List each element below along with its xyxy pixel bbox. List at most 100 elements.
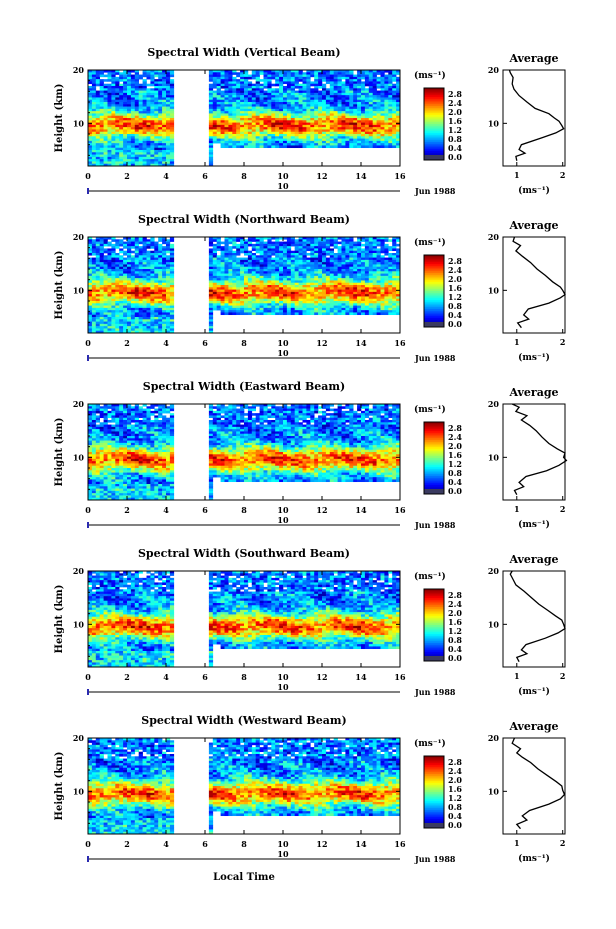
heat-cell <box>329 95 334 98</box>
heat-cell <box>294 81 299 85</box>
heat-cell <box>244 248 249 252</box>
heat-cell <box>146 243 151 247</box>
heat-cell <box>228 305 233 309</box>
heat-cell <box>368 74 373 78</box>
heat-cell <box>154 307 159 311</box>
heat-cell <box>329 76 334 80</box>
heat-cell <box>103 90 108 94</box>
heat-cell <box>302 140 307 144</box>
heat-cell <box>267 253 272 256</box>
heat-cell <box>392 108 397 112</box>
heat-cell <box>357 124 362 128</box>
heat-cell <box>127 145 132 149</box>
heat-cell <box>247 243 253 247</box>
heat-cell <box>162 301 167 304</box>
heat-cell <box>271 115 276 119</box>
heat-cell <box>302 138 307 142</box>
heat-cell <box>255 257 260 261</box>
heat-cell <box>322 273 327 277</box>
heat-cell <box>166 328 171 332</box>
heat-cell <box>154 102 159 105</box>
heat-cell <box>364 291 370 295</box>
heat-cell <box>388 140 393 144</box>
heat-cell <box>302 246 307 249</box>
heat-cell <box>99 154 104 158</box>
heat-cell <box>251 289 256 293</box>
heat-cell <box>396 140 401 144</box>
heat-cell <box>298 111 303 114</box>
heat-cell <box>169 285 175 288</box>
heat-cell <box>130 122 136 126</box>
heat-cell <box>298 143 303 146</box>
heat-cell <box>134 138 139 142</box>
heat-cell <box>298 298 303 302</box>
heat-cell <box>294 106 299 110</box>
heat-cell <box>154 159 159 162</box>
heat-cell <box>99 294 104 297</box>
heat-cell <box>95 305 100 309</box>
heat-cell <box>322 275 327 279</box>
heat-cell <box>115 303 120 306</box>
heat-cell <box>247 280 253 284</box>
heat-cell <box>302 74 307 78</box>
heat-cell <box>255 278 260 281</box>
heat-cell <box>318 72 323 75</box>
heat-cell <box>138 76 143 80</box>
heat-cell <box>353 79 358 82</box>
heat-cell <box>341 271 346 274</box>
heat-cell <box>368 131 373 135</box>
heat-cell <box>329 106 334 110</box>
heat-cell <box>255 136 260 139</box>
heat-cell <box>162 134 167 137</box>
heat-cell <box>236 86 241 89</box>
heat-cell <box>247 298 253 302</box>
heat-cell <box>134 108 139 112</box>
heat-cell <box>271 143 276 146</box>
heat-cell <box>99 108 104 112</box>
heat-cell <box>325 106 331 110</box>
heat-cell <box>154 243 159 247</box>
heat-cell <box>146 278 151 281</box>
heat-cell <box>341 131 346 135</box>
heat-cell <box>103 97 108 101</box>
heat-cell <box>275 72 280 75</box>
heat-cell <box>247 115 253 119</box>
heat-cell <box>396 127 401 130</box>
heat-cell <box>283 289 288 293</box>
heat-cell <box>127 113 132 117</box>
heat-cell <box>279 115 284 119</box>
heat-cell <box>275 241 280 245</box>
heat-cell <box>107 323 112 327</box>
heat-cell <box>91 291 97 295</box>
heat-cell <box>286 88 292 91</box>
heat-cell <box>310 95 315 98</box>
heat-cell <box>138 134 143 137</box>
heat-cell <box>224 310 229 313</box>
heat-cell <box>329 269 334 272</box>
heat-cell <box>364 97 370 101</box>
heat-cell <box>220 291 225 295</box>
heat-cell <box>154 291 159 295</box>
heat-cell <box>368 285 373 288</box>
heat-cell <box>294 296 299 300</box>
heat-cell <box>283 86 288 89</box>
heat-cell <box>88 70 93 73</box>
heat-cell <box>306 99 311 103</box>
heat-cell <box>259 124 264 128</box>
heat-cell <box>166 269 171 272</box>
heat-cell <box>107 287 112 290</box>
heat-cell <box>286 287 292 290</box>
heat-cell <box>361 289 366 293</box>
heat-cell <box>158 257 163 261</box>
heat-cell <box>166 95 171 98</box>
heat-cell <box>306 303 311 306</box>
heat-cell <box>240 106 245 110</box>
heat-cell <box>364 92 370 96</box>
heat-cell <box>216 291 221 295</box>
heat-cell <box>294 239 299 242</box>
heat-cell <box>216 81 221 85</box>
heat-cell <box>376 111 381 114</box>
heat-cell <box>166 76 171 80</box>
heat-cell <box>138 273 143 277</box>
heat-cell <box>216 120 221 123</box>
